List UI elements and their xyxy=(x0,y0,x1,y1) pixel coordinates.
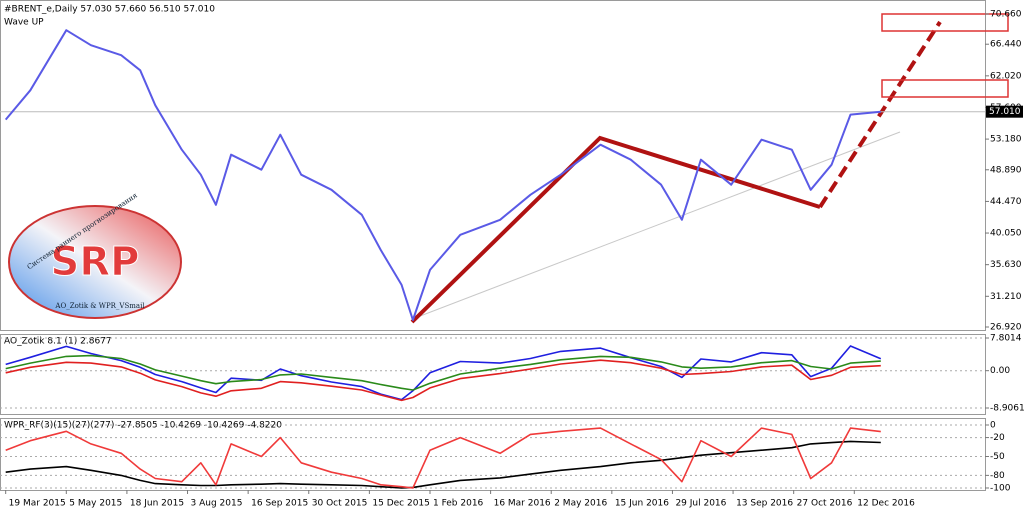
series-line xyxy=(5,345,882,401)
logo-ellipse xyxy=(8,205,182,319)
y-tick-label: 0.00 xyxy=(990,366,1010,376)
x-tick-label: 15 Dec 2015 xyxy=(372,499,430,509)
x-tick-label: 3 Aug 2015 xyxy=(191,499,243,509)
y-tick-label: -20 xyxy=(990,433,1005,443)
wave-line xyxy=(410,135,821,324)
trend-line-thin xyxy=(414,131,901,319)
series-line xyxy=(5,440,881,489)
x-tick-label: 27 Oct 2016 xyxy=(797,499,853,509)
drawings xyxy=(410,13,1009,324)
symbol-header: #BRENT_e,Daily 57.030 57.660 56.510 57.0… xyxy=(4,5,215,15)
y-tick-label: 35.630 xyxy=(990,260,1022,270)
y-tick-label: 70.660 xyxy=(990,10,1022,20)
x-tick-label: 2 May 2016 xyxy=(554,499,607,509)
logo: SRP Система раннего прогнозирования AO_Z… xyxy=(8,191,182,319)
series-line xyxy=(5,359,881,402)
indicator-name: Wave UP xyxy=(4,18,44,28)
x-tick-label: 1 Feb 2016 xyxy=(433,499,484,509)
price-label: 57.010 xyxy=(989,107,1021,117)
x-tick-label: 5 May 2015 xyxy=(69,499,122,509)
y-tick-label: 66.440 xyxy=(990,40,1022,50)
x-tick-label: 30 Oct 2015 xyxy=(312,499,368,509)
y-tick-label: -100 xyxy=(990,483,1011,493)
price-label-box xyxy=(986,105,1023,118)
series-line xyxy=(5,354,881,391)
x-tick-label: 13 Sep 2016 xyxy=(736,499,793,509)
y-tick-label: 40.050 xyxy=(990,229,1022,239)
y-tick-label: -8.9061 xyxy=(990,403,1024,413)
y-tick-label: -80 xyxy=(990,471,1005,481)
wave-projection xyxy=(818,20,942,209)
series-line xyxy=(5,427,881,489)
y-tick-label: 44.470 xyxy=(990,197,1022,207)
x-tick-label: 19 Mar 2015 xyxy=(9,499,66,509)
y-tick-label: 31.210 xyxy=(990,292,1022,302)
wpr-title: WPR_RF(3)(15)(27)(277) -27.8505 -10.4269… xyxy=(4,421,282,431)
panels xyxy=(0,0,986,491)
x-tick-label: 18 Jun 2015 xyxy=(130,499,184,509)
series-line xyxy=(4,29,881,321)
price-panel xyxy=(0,0,986,331)
logo-title: SRP xyxy=(51,239,140,285)
x-tick-label: 16 Mar 2016 xyxy=(494,499,551,509)
ao-title: AO_Zotik 8.1 (1) 2.8677 xyxy=(4,337,112,347)
y-tick-label: 48.890 xyxy=(990,165,1022,175)
ao-panel xyxy=(0,334,986,415)
x-tick-label: 16 Sep 2015 xyxy=(251,499,308,509)
x-tick-label: 29 Jul 2016 xyxy=(675,499,726,509)
x-tick-label: 12 Dec 2016 xyxy=(857,499,915,509)
y-tick-label: 7.8014 xyxy=(990,334,1022,344)
wpr-panel xyxy=(0,418,986,491)
logo-footer: AO_Zotik & WPR_VSmail xyxy=(54,302,145,310)
y-tick-label: -50 xyxy=(990,452,1005,462)
y-tick-label: 53.180 xyxy=(990,135,1022,145)
y-tick-label: 26.920 xyxy=(990,322,1022,332)
y-tick-label: 0 xyxy=(990,420,996,430)
y-tick-label: 62.020 xyxy=(990,71,1022,81)
target-box xyxy=(881,79,1009,98)
x-tick-label: 15 Jun 2016 xyxy=(615,499,669,509)
target-box xyxy=(881,13,1009,32)
